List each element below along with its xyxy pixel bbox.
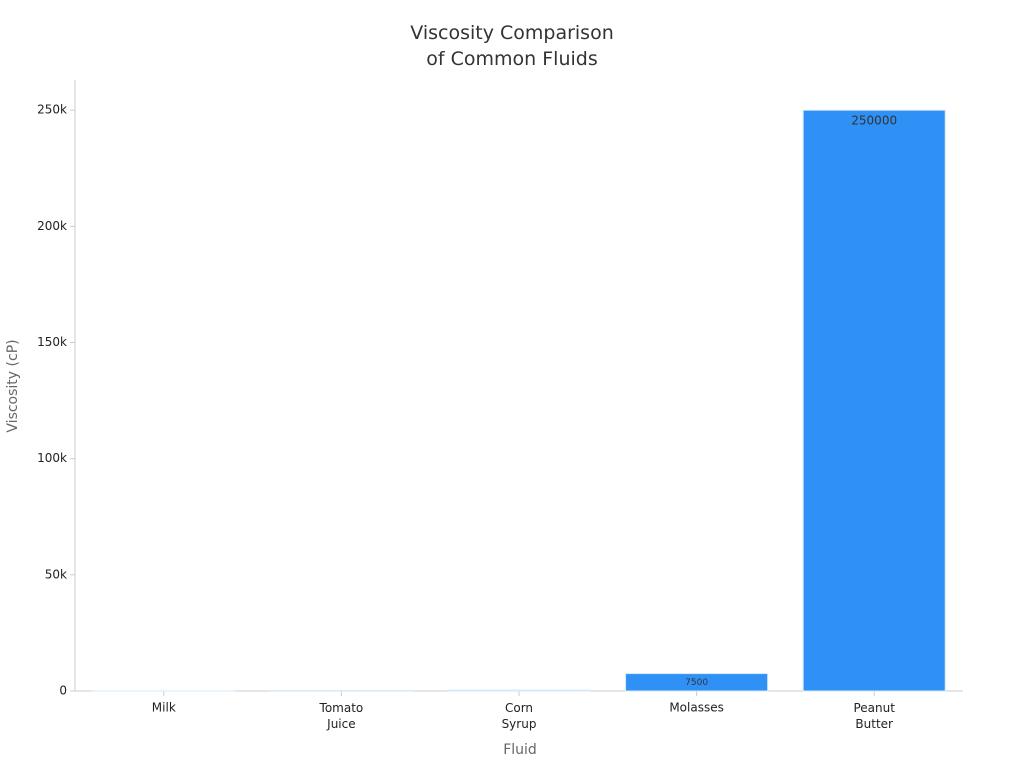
bar: [802, 109, 946, 692]
bar: [447, 689, 591, 692]
x-axis-label: Fluid: [503, 742, 537, 758]
x-tick-label: Milk: [152, 701, 176, 715]
bar: [625, 673, 769, 692]
y-tick-label: 50k: [45, 567, 67, 581]
chart-title: Viscosity Comparison of Common Fluids: [410, 22, 614, 70]
data-label: 250000: [851, 114, 897, 128]
x-tick-label: Corn Syrup: [502, 701, 537, 731]
y-tick-label: 200k: [37, 219, 67, 233]
y-tick-label: 0: [59, 684, 67, 698]
y-axis-label: Viscosity (cP): [5, 339, 21, 432]
y-tick-label: 100k: [37, 451, 67, 465]
x-tick-label: Molasses: [669, 701, 724, 715]
x-tick-label: Tomato Juice: [319, 701, 364, 731]
data-label: 7500: [685, 678, 708, 688]
x-tick-label: Peanut Butter: [853, 701, 895, 731]
y-tick-label: 150k: [37, 335, 67, 349]
y-tick-label: 250k: [37, 103, 67, 117]
